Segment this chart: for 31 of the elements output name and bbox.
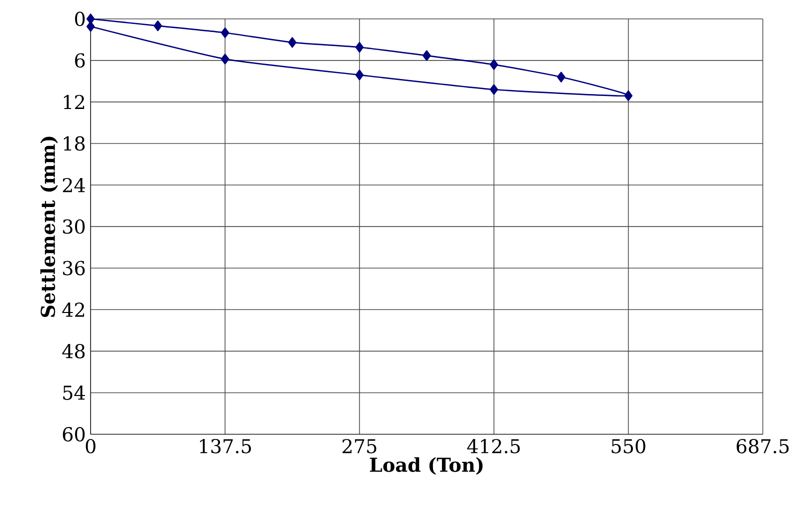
point [355, 42, 364, 53]
x-tick-label: 550 [612, 439, 646, 454]
point [556, 72, 566, 83]
point [355, 70, 364, 80]
point [220, 54, 230, 65]
y-tick-label: 30 [63, 220, 85, 234]
point [624, 90, 633, 102]
y-tick-label: 54 [63, 386, 85, 400]
x-tick-label: 0 [86, 439, 96, 454]
y-tick-label: 12 [64, 95, 84, 110]
x-tick-label: 137.5 [200, 439, 251, 454]
y-tick-label: 60 [62, 427, 85, 442]
y-tick-label: 6 [75, 53, 85, 68]
y-tick-label: 36 [63, 261, 85, 276]
point [220, 28, 230, 38]
y-tick-label: 48 [62, 344, 85, 359]
x-axis-title: Load (Ton) [370, 457, 483, 475]
x-tick-label: 687.5 [736, 439, 789, 454]
x-tick-label: 275 [342, 439, 376, 454]
point [490, 59, 498, 70]
point [154, 20, 162, 32]
y-tick-label: 42 [62, 302, 84, 317]
point [422, 50, 431, 62]
point [288, 37, 296, 48]
x-tick-label: 412.5 [467, 439, 520, 454]
y-tick-label: 18 [64, 136, 85, 151]
point [86, 21, 95, 32]
y-tick-label: 0 [75, 12, 85, 26]
y-tick-label: 24 [62, 178, 85, 192]
point [490, 84, 498, 96]
y-axis-title: Settlement (mm) [40, 136, 58, 318]
